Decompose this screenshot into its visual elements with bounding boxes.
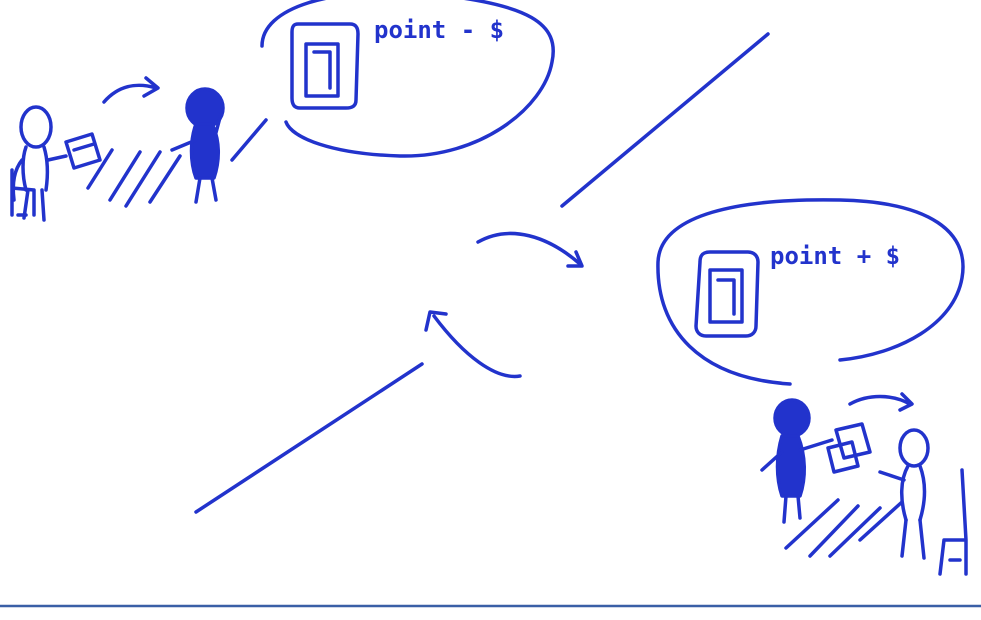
speech-stroke-left <box>230 118 268 162</box>
divider-line-bottom <box>194 362 424 514</box>
motion-lines <box>784 498 904 558</box>
card-icon <box>64 132 102 170</box>
staff-figure-right <box>760 398 834 524</box>
divider-line-top <box>560 32 770 208</box>
left-bubble: point - $ <box>260 0 555 158</box>
staff-figure-left <box>170 87 225 204</box>
customer-figure-right <box>878 428 968 576</box>
left-scene <box>10 76 268 222</box>
right-scene <box>760 392 968 576</box>
right-bubble: point + $ <box>656 198 965 386</box>
bubble-outline-right <box>656 198 965 386</box>
customer-figure-left <box>10 105 68 222</box>
center-flow <box>194 32 770 514</box>
exchange-arrow-left <box>102 76 160 104</box>
exchange-arrow-right <box>848 392 914 412</box>
flow-arrow-right <box>476 231 584 268</box>
bubble-outline-left <box>260 0 555 158</box>
motion-lines <box>86 148 182 208</box>
bubble-label-right: point + $ <box>770 242 900 270</box>
flow-arrow-left <box>424 310 522 379</box>
card-icon <box>826 422 872 474</box>
bubble-label-left: point - $ <box>374 16 504 44</box>
card-icon <box>694 250 760 338</box>
card-icon <box>290 22 360 110</box>
